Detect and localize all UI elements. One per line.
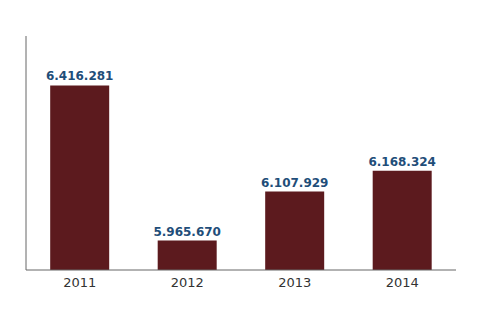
- svg-text:2012: 2012: [171, 275, 204, 290]
- svg-text:2011: 2011: [63, 275, 96, 290]
- svg-text:6.107.929: 6.107.929: [261, 176, 329, 190]
- svg-text:2014: 2014: [386, 275, 419, 290]
- svg-text:6.416.281: 6.416.281: [46, 69, 114, 83]
- svg-text:5.965.670: 5.965.670: [153, 225, 221, 239]
- svg-text:2013: 2013: [278, 275, 311, 290]
- svg-text:6.168.324: 6.168.324: [368, 155, 436, 169]
